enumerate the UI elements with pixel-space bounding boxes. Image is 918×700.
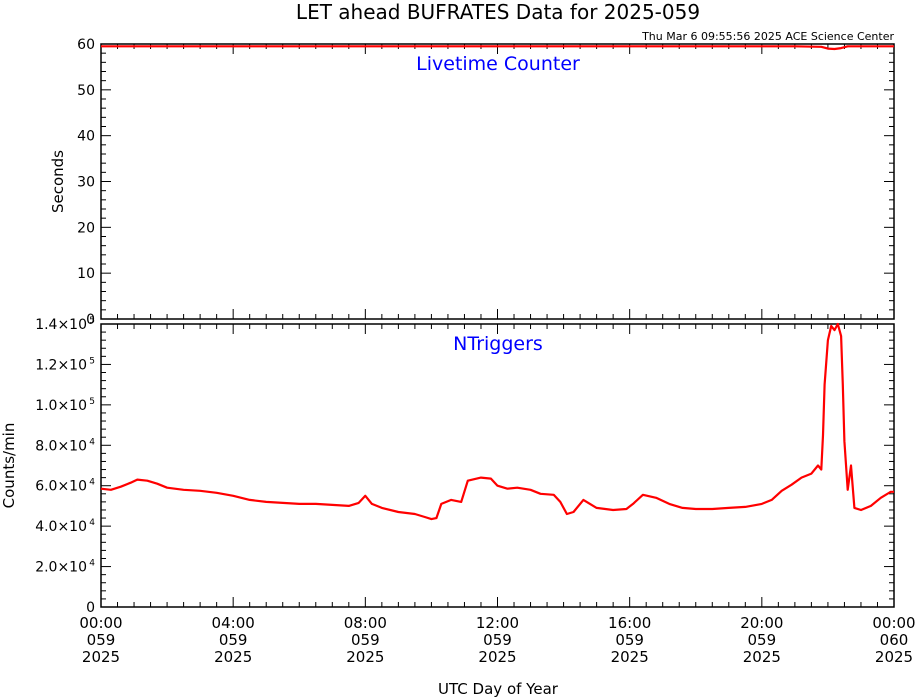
- livetime-y-tick-label: 10: [77, 266, 95, 282]
- ntriggers-y-tick-label: 8.0×10: [35, 438, 87, 454]
- ntriggers-y-tick-exponent: 5: [89, 356, 95, 366]
- x-tick-label-year: 2025: [478, 648, 516, 666]
- livetime-frame: [100, 43, 895, 320]
- x-tick-label-doy: 059: [351, 631, 380, 649]
- x-tick-label-year: 2025: [346, 648, 384, 666]
- ntriggers-y-tick-label: 0: [86, 600, 95, 616]
- livetime-panel: 0 10 20 30 40 50 60 Seconds Livetime Counter: [49, 37, 895, 328]
- generated-timestamp: Thu Mar 6 09:55:56 2025 ACE Science Cent…: [641, 30, 894, 43]
- livetime-y-axis-label: Seconds: [49, 150, 67, 213]
- x-axis: 00:00059202504:00059202508:00059202512:0…: [79, 614, 915, 666]
- ntriggers-y-tick-exponent: 4: [89, 518, 95, 528]
- ntriggers-y-tick-label: 1.0×10: [35, 398, 87, 414]
- x-tick-label-doy: 060: [880, 631, 909, 649]
- ntriggers-y-tick-label: 4.0×10: [35, 519, 87, 535]
- x-tick-label-doy: 059: [87, 631, 116, 649]
- x-axis-label: UTC Day of Year: [438, 680, 559, 698]
- x-tick-label-year: 2025: [875, 648, 913, 666]
- x-tick-label-time: 16:00: [608, 614, 651, 632]
- ntriggers-y-tick-exponent: 4: [89, 559, 95, 569]
- x-tick-label-doy: 059: [219, 631, 248, 649]
- x-tick-label-year: 2025: [214, 648, 252, 666]
- ntriggers-panel-label: NTriggers: [453, 333, 543, 355]
- livetime-panel-label: Livetime Counter: [416, 53, 580, 75]
- ntriggers-frame: [100, 323, 895, 608]
- chart-title: LET ahead BUFRATES Data for 2025-059: [296, 0, 700, 24]
- livetime-series-line: [101, 45, 894, 51]
- ntriggers-y-tick-exponent: 5: [89, 316, 95, 326]
- ntriggers-y-tick-exponent: 4: [89, 437, 95, 447]
- ntriggers-y-tick-label: 6.0×10: [35, 479, 87, 495]
- x-tick-label-time: 20:00: [740, 614, 783, 632]
- livetime-y-tick-label: 20: [77, 220, 95, 236]
- ntriggers-panel: 02.0×10 44.0×10 46.0×10 48.0×10 41.0×10 51.2×…: [0, 316, 895, 616]
- livetime-y-tick-label: 50: [77, 83, 95, 99]
- ntriggers-y-tick-label: 2.0×10: [35, 560, 87, 576]
- livetime-y-tick-label: 60: [77, 37, 95, 53]
- livetime-y-tick-label: 40: [77, 129, 95, 145]
- x-tick-label-time: 00:00: [872, 614, 915, 632]
- x-tick-label-doy: 059: [615, 631, 644, 649]
- x-tick-label-time: 04:00: [212, 614, 255, 632]
- x-tick-label-doy: 059: [748, 631, 777, 649]
- ntriggers-y-tick-label: 1.4×10: [35, 317, 87, 333]
- ntriggers-y-tick-exponent: 4: [89, 478, 95, 488]
- ntriggers-y-axis-label: Counts/min: [0, 423, 18, 509]
- x-tick-label-time: 08:00: [344, 614, 387, 632]
- x-tick-label-year: 2025: [611, 648, 649, 666]
- livetime-y-tick-label: 0: [86, 312, 95, 328]
- x-tick-label-year: 2025: [82, 648, 120, 666]
- livetime-y-tick-label: 30: [77, 175, 95, 191]
- ntriggers-series-line: [100, 322, 894, 521]
- x-tick-label-time: 12:00: [476, 614, 519, 632]
- x-tick-label-time: 00:00: [79, 614, 122, 632]
- ntriggers-y-tick-exponent: 5: [89, 397, 95, 407]
- x-tick-label-year: 2025: [743, 648, 781, 666]
- ntriggers-y-tick-label: 1.2×10: [35, 357, 87, 373]
- x-tick-label-doy: 059: [483, 631, 512, 649]
